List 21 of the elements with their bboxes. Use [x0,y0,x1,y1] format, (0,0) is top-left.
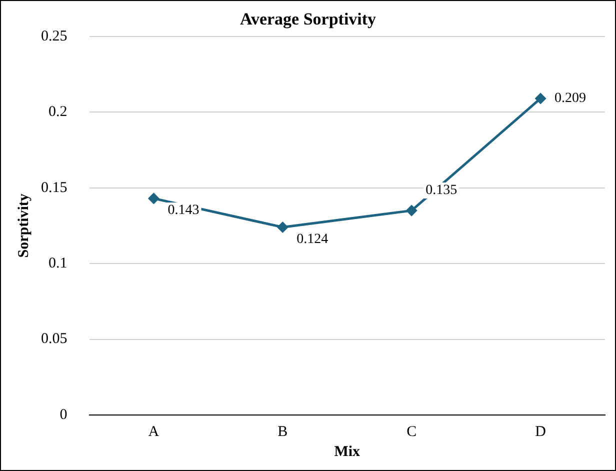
point [535,93,546,104]
x-tick-label: A [148,424,160,440]
y-tick-label: 0.25 [41,28,68,44]
point [277,222,288,232]
y-tick-label: 0.05 [41,331,68,348]
x-tick-label: C [406,424,417,440]
y-tick-label: 0.1 [48,255,68,272]
y-tick-label: 0.2 [48,104,68,120]
data-label: 0.209 [554,91,586,106]
y-axis-title: Sorptivity [16,193,32,258]
point [148,193,159,204]
y-tick-label: 0.15 [41,180,68,196]
chart-title: Average Sorptivity [240,10,377,29]
data-label: 0.135 [426,183,458,198]
point [406,205,417,216]
x-tick-label: D [535,424,546,440]
data-label: 0.143 [168,203,200,218]
x-tick-label: B [278,424,288,440]
y-tick-label: 0 [60,406,68,423]
x-axis-title: Mix [334,444,361,460]
data-label: 0.124 [296,232,328,247]
